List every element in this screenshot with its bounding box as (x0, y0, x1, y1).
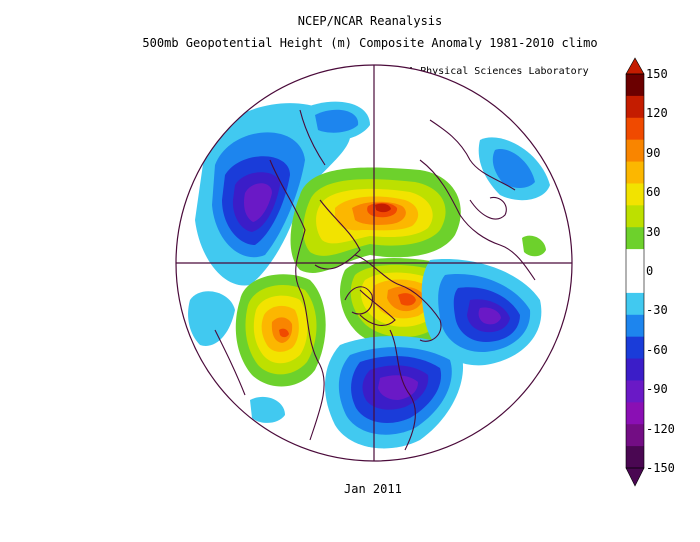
colorbar-segment (626, 95, 644, 119)
colorbar-segment (626, 292, 644, 316)
colorbar-tick-label: 0 (646, 264, 654, 278)
colorbar-bottom-arrow (625, 467, 645, 487)
anomaly-europe-low (195, 101, 370, 286)
colorbar-segment (626, 117, 644, 141)
colorbar-segment (626, 139, 644, 163)
map-title-line1: NCEP/NCAR Reanalysis (297, 14, 443, 28)
colorbar-tick-label: -90 (646, 382, 668, 397)
colorbar-segment (626, 358, 644, 381)
colorbar-segment (626, 336, 644, 360)
colorbar-tick-label: 30 (646, 224, 661, 239)
colorbar-tick-label: -30 (646, 303, 668, 318)
colorbar-tick-label: -120 (646, 421, 675, 436)
colorbar-segment (626, 161, 644, 184)
colorbar-top-arrow (625, 57, 645, 75)
map-title-line2: 500mb Geopotential Height (m) Composite … (142, 36, 598, 50)
colorbar-segment (626, 271, 644, 294)
anomaly-pacific-low (188, 137, 550, 423)
colorbar-segment (626, 227, 644, 250)
colorbar-frame (625, 73, 645, 469)
map-boundary (175, 64, 573, 462)
colorbar-segment (626, 380, 644, 403)
colorbar-segment (626, 424, 644, 447)
colorbar-segment (626, 74, 644, 97)
colorbar-segment (626, 205, 644, 228)
colorbar (625, 57, 645, 487)
coastlines (214, 109, 536, 451)
colorbar-tick-label: -150 (646, 461, 675, 475)
credit-label: NOAA Physical Sciences Laboratory (390, 66, 589, 77)
colorbar-segment (626, 402, 644, 425)
colorbar-tick-label: 120 (646, 106, 668, 121)
anomaly-siberia-high (235, 274, 326, 387)
colorbar-segment (626, 249, 644, 272)
colorbar-tick-label: 60 (646, 185, 661, 200)
date-label: Jan 2011 (344, 482, 402, 496)
colorbar-segment (626, 314, 644, 338)
colorbar-segment (626, 183, 644, 206)
colorbar-tick-label: 90 (646, 145, 661, 160)
colorbar-segment (626, 446, 644, 469)
colorbar-tick-label: -60 (646, 342, 668, 357)
colorbar-tick-label: 150 (646, 67, 668, 81)
